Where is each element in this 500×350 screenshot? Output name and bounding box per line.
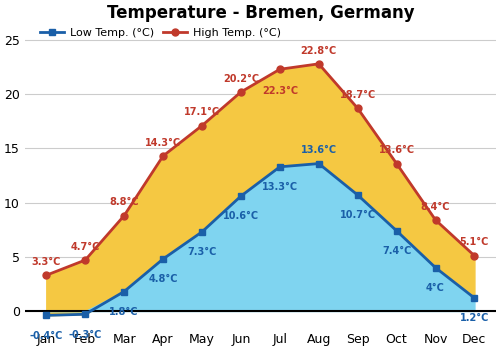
Text: 13.3°C: 13.3°C — [262, 182, 298, 192]
High Temp. (°C) — [44, 273, 50, 277]
Text: -0.3°C: -0.3°C — [68, 330, 102, 340]
Low Temp. (°C) — [199, 230, 205, 234]
Text: 4.8°C: 4.8°C — [148, 274, 178, 284]
Low Temp. (°C) — [394, 229, 400, 233]
High Temp. (°C) — [277, 67, 283, 71]
High Temp. (°C) — [160, 154, 166, 158]
Legend: Low Temp. (°C), High Temp. (°C): Low Temp. (°C), High Temp. (°C) — [35, 23, 285, 42]
Text: 22.3°C: 22.3°C — [262, 86, 298, 96]
Low Temp. (°C) — [238, 194, 244, 198]
Text: 7.4°C: 7.4°C — [382, 246, 412, 256]
Text: 22.8°C: 22.8°C — [300, 46, 337, 56]
High Temp. (°C) — [199, 124, 205, 128]
Text: 13.6°C: 13.6°C — [378, 145, 414, 155]
Low Temp. (°C) — [44, 313, 50, 317]
Line: High Temp. (°C): High Temp. (°C) — [43, 60, 478, 279]
High Temp. (°C) — [354, 106, 360, 110]
High Temp. (°C) — [472, 254, 478, 258]
Text: 4°C: 4°C — [426, 283, 445, 293]
Text: 17.1°C: 17.1°C — [184, 107, 220, 117]
Low Temp. (°C) — [82, 312, 88, 316]
Text: 1.2°C: 1.2°C — [460, 313, 489, 323]
Text: 5.1°C: 5.1°C — [460, 237, 489, 247]
Text: 14.3°C: 14.3°C — [145, 138, 181, 148]
Text: 18.7°C: 18.7°C — [340, 90, 376, 100]
Text: 3.3°C: 3.3°C — [32, 257, 61, 267]
Low Temp. (°C) — [354, 193, 360, 197]
Low Temp. (°C) — [432, 266, 438, 270]
Text: 8.8°C: 8.8°C — [110, 197, 139, 207]
Text: 7.3°C: 7.3°C — [188, 247, 216, 257]
Text: -0.4°C: -0.4°C — [30, 331, 63, 341]
Text: 4.7°C: 4.7°C — [70, 242, 100, 252]
High Temp. (°C) — [394, 161, 400, 166]
High Temp. (°C) — [121, 214, 127, 218]
Title: Temperature - Bremen, Germany: Temperature - Bremen, Germany — [106, 4, 414, 22]
High Temp. (°C) — [432, 218, 438, 222]
High Temp. (°C) — [316, 62, 322, 66]
Text: 8.4°C: 8.4°C — [421, 202, 450, 212]
Text: 20.2°C: 20.2°C — [223, 74, 259, 84]
Low Temp. (°C) — [160, 257, 166, 261]
Low Temp. (°C) — [277, 165, 283, 169]
High Temp. (°C) — [238, 90, 244, 94]
Text: 10.7°C: 10.7°C — [340, 210, 376, 220]
Text: 10.6°C: 10.6°C — [223, 211, 259, 222]
Low Temp. (°C) — [316, 161, 322, 166]
High Temp. (°C) — [82, 258, 88, 262]
Text: 1.8°C: 1.8°C — [110, 307, 139, 317]
Text: 13.6°C: 13.6°C — [300, 145, 337, 155]
Low Temp. (°C) — [472, 296, 478, 300]
Line: Low Temp. (°C): Low Temp. (°C) — [43, 160, 478, 319]
Low Temp. (°C) — [121, 289, 127, 294]
